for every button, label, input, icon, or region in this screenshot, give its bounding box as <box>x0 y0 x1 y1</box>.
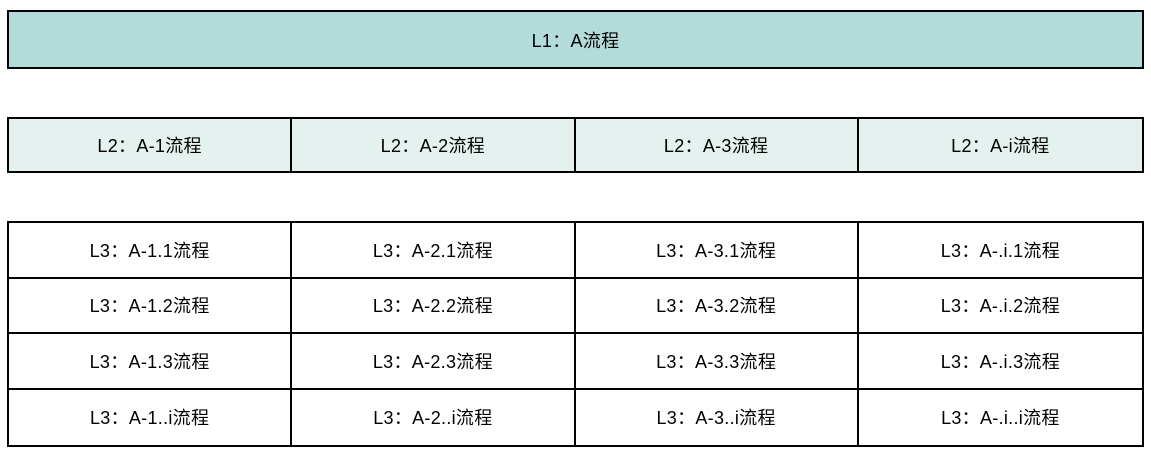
l3-cell: L3：A-.i.1流程 <box>858 223 1142 279</box>
l3-cell: L3：A-1.3流程 <box>9 334 293 390</box>
l3-cell: L3：A-2.3流程 <box>292 334 576 390</box>
l3-cell: L3：A-2.2流程 <box>292 278 576 334</box>
l3-cell: L3：A-2.1流程 <box>292 223 576 279</box>
l1-process-bar: L1：A流程 <box>7 10 1144 69</box>
l2-cell-a-1: L2：A-1流程 <box>9 119 293 171</box>
l3-cell: L3：A-1..i流程 <box>9 389 293 445</box>
l3-cell: L3：A-3.2流程 <box>575 278 859 334</box>
l3-cell: L3：A-3.3流程 <box>575 334 859 390</box>
l3-cell: L3：A-2..i流程 <box>292 389 576 445</box>
l3-cell: L3：A-.i.3流程 <box>858 334 1142 390</box>
l3-cell: L3：A-3..i流程 <box>576 389 859 445</box>
l3-cell: L3：A-.i..i流程 <box>941 408 1060 429</box>
l3-cell: L3：A-3.1流程 <box>575 223 859 279</box>
l2-cell-a-3: L2：A-3流程 <box>576 119 859 171</box>
l3-cell: L3：A-1.2流程 <box>9 278 293 334</box>
l2-cell-a-2: L2：A-2流程 <box>292 119 576 171</box>
l3-cell: L3：A-.i.2流程 <box>858 279 1142 334</box>
l3-process-table: L3：A-1.1流程 L3：A-2.1流程 L3：A-3.1流程 L3：A-.i… <box>7 221 1144 447</box>
l2-process-row: L2：A-1流程 L2：A-2流程 L2：A-3流程 L2：A-i流程 <box>7 117 1144 173</box>
l3-cell: L3：A-1.1流程 <box>9 223 293 279</box>
l2-cell-a-i: L2：A-i流程 <box>951 136 1050 156</box>
l1-process-label: L1：A流程 <box>531 30 620 51</box>
